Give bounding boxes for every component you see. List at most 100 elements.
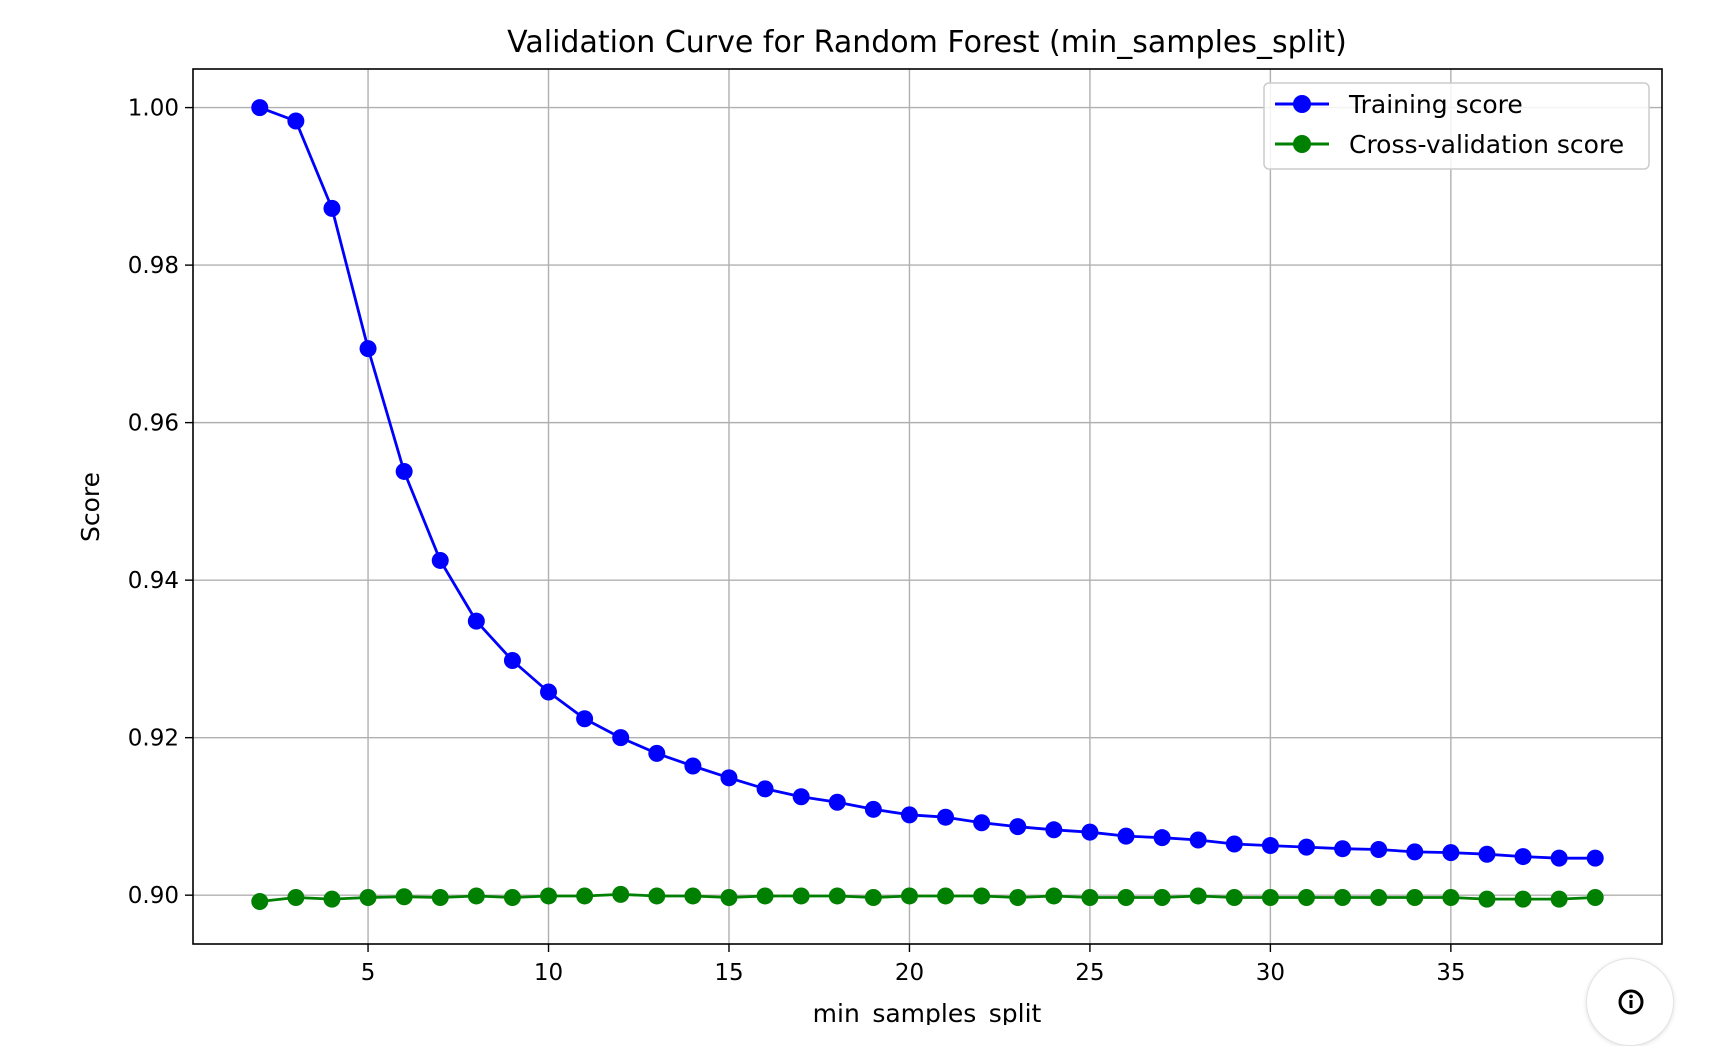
legend-marker-training — [1293, 95, 1311, 113]
data-point-training-score — [576, 710, 594, 728]
data-point-training-score — [792, 788, 810, 806]
series-points — [251, 99, 1604, 910]
x-tick-label: 35 — [1436, 960, 1465, 986]
data-point-cross-validation-score — [720, 889, 738, 907]
data-point-training-score — [756, 780, 774, 798]
data-point-cross-validation-score — [937, 887, 955, 905]
x-tick-label: 5 — [361, 960, 376, 986]
grid-lines — [193, 69, 1662, 944]
data-point-cross-validation-score — [287, 889, 305, 907]
data-point-training-score — [1261, 837, 1279, 855]
data-point-cross-validation-score — [1153, 889, 1171, 907]
data-point-cross-validation-score — [1406, 889, 1424, 907]
data-point-training-score — [720, 769, 738, 787]
y-axis-ticks: 0.90 0.92 0.94 0.96 0.98 1.00 — [128, 96, 193, 909]
legend-box — [1263, 82, 1650, 170]
data-point-cross-validation-score — [684, 887, 702, 905]
data-point-cross-validation-score — [756, 887, 774, 905]
data-point-cross-validation-score — [540, 887, 558, 905]
data-point-training-score — [1045, 821, 1063, 839]
data-point-training-score — [251, 99, 269, 117]
data-point-training-score — [395, 462, 413, 480]
legend: Training score Cross-validation score — [1263, 82, 1650, 170]
data-point-cross-validation-score — [1478, 890, 1496, 908]
data-point-cross-validation-score — [1261, 889, 1279, 907]
data-point-cross-validation-score — [612, 885, 630, 903]
x-tick-label: 10 — [534, 960, 563, 986]
data-point-cross-validation-score — [1442, 889, 1460, 907]
data-point-cross-validation-score — [323, 890, 341, 908]
data-point-cross-validation-score — [251, 892, 269, 910]
info-button[interactable] — [1586, 958, 1674, 1046]
legend-label-training: Training score — [1348, 90, 1523, 119]
data-point-training-score — [1225, 835, 1243, 853]
x-tick-label: 30 — [1256, 960, 1285, 986]
data-point-training-score — [1514, 848, 1532, 866]
series-line-training-score — [259, 106, 1596, 860]
data-point-training-score — [503, 651, 521, 669]
data-point-training-score — [1478, 845, 1496, 863]
x-axis-ticks: 5 10 15 20 25 30 35 — [361, 944, 1465, 986]
x-tick-label: 15 — [714, 960, 743, 986]
data-point-training-score — [1586, 849, 1604, 867]
validation-curve-chart: Validation Curve for Random Forest (min_… — [76, 25, 1663, 1025]
y-tick-label: 0.96 — [128, 411, 179, 437]
data-point-cross-validation-score — [1550, 890, 1568, 908]
data-point-cross-validation-score — [1081, 889, 1099, 907]
data-point-cross-validation-score — [503, 889, 521, 907]
x-tick-label: 25 — [1075, 960, 1104, 986]
series-lines — [259, 106, 1596, 903]
legend-marker-cross-validation — [1293, 135, 1311, 153]
chart-title: Validation Curve for Random Forest (min_… — [507, 25, 1347, 60]
data-point-training-score — [1406, 843, 1424, 861]
data-point-cross-validation-score — [792, 887, 810, 905]
data-point-cross-validation-score — [648, 887, 666, 905]
data-point-training-score — [1297, 838, 1315, 856]
data-point-training-score — [1117, 827, 1135, 845]
data-point-training-score — [648, 744, 666, 762]
data-point-training-score — [1081, 823, 1099, 841]
data-point-cross-validation-score — [973, 887, 991, 905]
data-point-cross-validation-score — [467, 887, 485, 905]
data-point-cross-validation-score — [1117, 889, 1135, 907]
info-circle-icon — [1618, 989, 1644, 1015]
data-point-cross-validation-score — [864, 889, 882, 907]
data-point-training-score — [467, 612, 485, 630]
data-point-cross-validation-score — [1586, 889, 1604, 907]
data-point-training-score — [1189, 831, 1207, 849]
data-point-cross-validation-score — [828, 887, 846, 905]
data-point-cross-validation-score — [1297, 889, 1315, 907]
x-axis-label: min_samples_split — [813, 999, 1042, 1025]
data-point-cross-validation-score — [1334, 889, 1352, 907]
y-tick-label: 0.94 — [128, 568, 179, 594]
data-point-cross-validation-score — [900, 887, 918, 905]
data-point-cross-validation-score — [1225, 889, 1243, 907]
data-point-training-score — [1153, 829, 1171, 847]
data-point-training-score — [684, 757, 702, 775]
data-point-training-score — [900, 806, 918, 824]
data-point-training-score — [1550, 849, 1568, 867]
y-tick-label: 1.00 — [128, 96, 179, 122]
plot-frame — [192, 68, 1663, 945]
data-point-training-score — [612, 729, 630, 747]
data-point-cross-validation-score — [1045, 887, 1063, 905]
data-point-cross-validation-score — [1189, 887, 1207, 905]
data-point-training-score — [1334, 840, 1352, 858]
data-point-training-score — [540, 683, 558, 701]
data-point-training-score — [973, 814, 991, 832]
y-tick-label: 0.98 — [128, 253, 179, 279]
legend-label-cross-validation: Cross-validation score — [1349, 130, 1624, 159]
y-axis-label: Score — [76, 472, 105, 542]
x-tick-label: 20 — [895, 960, 924, 986]
data-point-training-score — [287, 112, 305, 130]
y-tick-label: 0.90 — [128, 883, 179, 909]
data-point-cross-validation-score — [395, 888, 413, 906]
data-point-cross-validation-score — [576, 887, 594, 905]
y-tick-label: 0.92 — [128, 726, 179, 752]
data-point-training-score — [431, 551, 449, 569]
data-point-training-score — [1442, 844, 1460, 862]
data-point-training-score — [828, 793, 846, 811]
data-point-training-score — [864, 800, 882, 818]
data-point-cross-validation-score — [1009, 889, 1027, 907]
data-point-cross-validation-score — [359, 889, 377, 907]
